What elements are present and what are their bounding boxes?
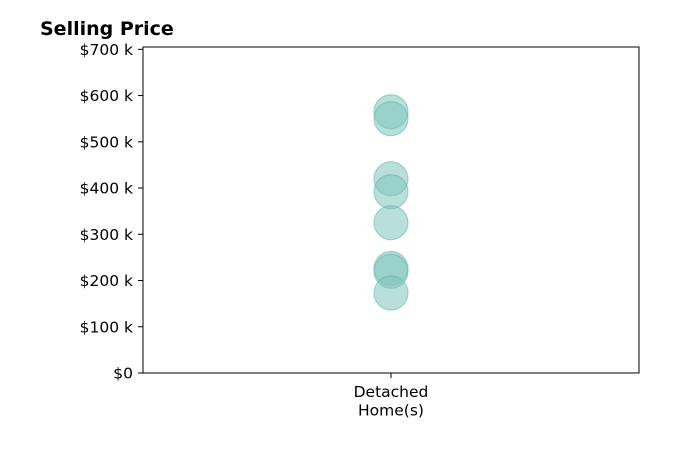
chart-title: Selling Price [40, 18, 174, 40]
data-point [373, 275, 409, 311]
x-tick-label: Detached Home(s) [354, 383, 429, 420]
y-tick-label: $300 k [80, 226, 133, 244]
y-tick-label: $500 k [80, 133, 133, 151]
data-point [373, 101, 409, 137]
y-tick-label: $600 k [80, 87, 133, 105]
y-tick-label: $200 k [80, 272, 133, 290]
y-tick-label: $100 k [80, 318, 133, 336]
x-axis: Detached Home(s) [354, 373, 429, 420]
y-tick-label: $700 k [80, 41, 133, 59]
data-points [373, 94, 409, 311]
y-tick-label: $0 [113, 365, 133, 383]
y-tick-label: $400 k [80, 180, 133, 198]
y-axis: $0 $100 k $200 k $300 k $400 k $500 k $600 k $7… [80, 41, 143, 383]
data-point [373, 205, 409, 241]
data-point [373, 174, 409, 210]
